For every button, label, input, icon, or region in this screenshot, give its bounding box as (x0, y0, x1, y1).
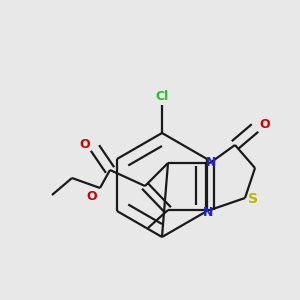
Text: O: O (87, 190, 97, 202)
Text: O: O (80, 137, 90, 151)
Text: S: S (248, 192, 258, 206)
Text: Cl: Cl (155, 91, 169, 103)
Text: O: O (260, 118, 270, 130)
Text: N: N (203, 206, 213, 218)
Text: N: N (206, 155, 216, 169)
